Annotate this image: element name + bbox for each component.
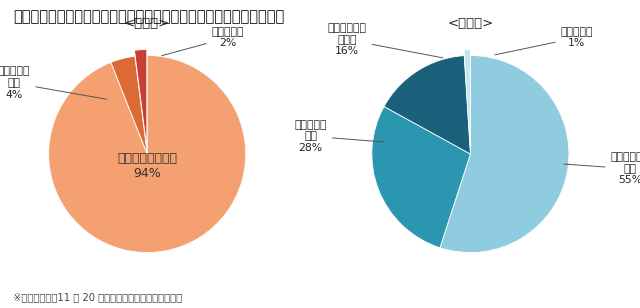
Text: 追試・振替を実施
94%: 追試・振替を実施 94%	[117, 152, 177, 180]
Text: 共テ成績で
代替
28%: 共テ成績で 代替 28%	[294, 120, 384, 153]
Text: ※河合塾調べ（11 月 20 日現在、対応判明大のみ集計）: ※河合塾調べ（11 月 20 日現在、対応判明大のみ集計）	[13, 292, 182, 302]
Text: 追試・振替を
実施
55%: 追試・振替を 実施 55%	[564, 152, 640, 185]
Text: 実施しない
1%: 実施しない 1%	[495, 27, 593, 55]
Wedge shape	[384, 56, 470, 154]
Text: 共テ成績で
代替
4%: 共テ成績で 代替 4%	[0, 67, 107, 99]
Wedge shape	[49, 55, 246, 253]
Text: 【表１】新型コロナウイルス感染症罹患者への対応状況（一般選抜）: 【表１】新型コロナウイルス感染症罹患者への対応状況（一般選抜）	[13, 9, 284, 24]
Wedge shape	[372, 107, 470, 248]
Wedge shape	[134, 50, 147, 148]
Text: 学部・日程で
異なる
16%: 学部・日程で 異なる 16%	[328, 23, 443, 58]
Text: 実施しない
2%: 実施しない 2%	[162, 27, 244, 56]
Wedge shape	[111, 56, 147, 154]
Title: <国立大>: <国立大>	[124, 17, 170, 30]
Wedge shape	[440, 55, 569, 253]
Title: <公立大>: <公立大>	[447, 17, 493, 30]
Wedge shape	[464, 50, 470, 148]
